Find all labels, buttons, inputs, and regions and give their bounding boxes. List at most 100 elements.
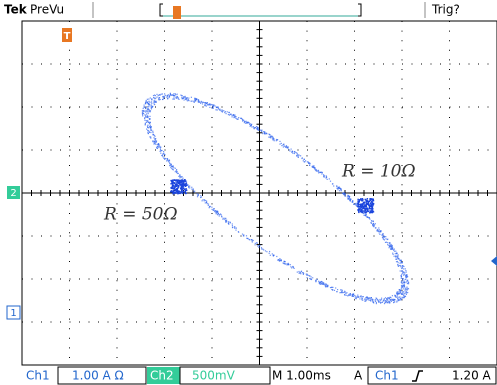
trace-dot [319,282,320,283]
trace-dot [180,95,181,96]
trace-dot [371,201,373,203]
trace-dot [395,256,396,257]
trace-dot [150,132,151,133]
trace-dot [400,265,401,266]
trace-dot [375,301,376,302]
trace-dot [384,298,385,299]
trace-dot [203,102,204,103]
trace-dot [154,143,155,144]
trace-dot [156,140,157,141]
trace-dot [384,239,385,240]
trace-dot [306,275,307,276]
trace-dot [312,277,313,278]
trace-dot [344,291,345,292]
trace-dot [152,132,153,133]
trace-dot [368,204,370,206]
trace-dot [150,97,151,98]
trace-dot [170,191,172,193]
trace-dot [204,200,205,201]
trace-dot [407,288,408,289]
trace-dot [281,145,282,146]
trace-dot [278,259,279,260]
trace-dot [286,146,287,147]
trace-dot [317,170,318,171]
trace-dot [154,104,155,105]
trace-dot [167,98,168,99]
trace-dot [280,260,281,261]
trace-dot [338,187,339,188]
trace-dot [183,186,185,188]
trace-dot [217,211,218,212]
trace-dot [223,110,224,111]
trace-dot [381,235,382,236]
trace-dot [350,295,351,296]
trace-dot [148,121,149,122]
trace-dot [175,93,176,94]
trace-dot [366,298,367,299]
trace-dot [360,199,362,201]
trace-dot [365,199,367,201]
trace-dot [172,99,173,100]
trace-dot [254,128,255,129]
trace-dot [159,97,160,98]
trace-dot [287,147,288,148]
trace-dot [279,144,280,145]
trace-dot [179,174,180,175]
trace-dot [228,224,229,225]
trace-dot [379,301,380,302]
trace-dot [357,199,359,201]
trace-dot [309,278,310,279]
trace-dot [153,97,154,98]
trace-dot [181,189,183,191]
trace-dot [401,282,402,283]
trace-dot [146,120,147,121]
trigger-status: Trig? [431,3,460,17]
trace-dot [156,148,157,149]
trace-dot [160,150,161,151]
trace-dot [200,102,201,103]
trace-dot [396,297,397,298]
trace-dot [400,292,401,293]
trace-dot [364,215,365,216]
trace-dot [178,173,179,174]
trigger-marker-label: T [64,31,71,42]
trace-dot [221,109,222,110]
trace-dot [180,185,182,187]
trace-dot [258,247,259,248]
trace-dot [403,291,404,292]
trace-dot [185,96,186,97]
trace-dot [368,208,370,210]
trace-dot [387,242,388,243]
trace-dot [363,210,365,212]
trace-dot [146,117,147,118]
trace-dot [406,287,407,288]
trace-dot [297,272,298,273]
trace-dot [385,238,386,239]
trace-dot [232,225,233,226]
trace-dot [206,105,207,106]
trace-dot [333,185,334,186]
trace-dot [174,96,175,97]
trace-dot [262,133,263,134]
trace-dot [206,103,207,104]
trace-dot [243,235,244,236]
trace-dot [405,276,406,277]
trace-dot [150,129,151,130]
trace-dot [261,248,262,249]
trigger-level: 1.20 A [452,369,492,383]
trace-dot [155,95,156,96]
trace-dot [356,203,357,204]
trace-dot [381,298,382,299]
trace-dot [234,226,235,227]
trace-dot [321,173,322,174]
trace-dot [324,284,325,285]
trace-dot [353,296,354,297]
trace-dot [387,239,388,240]
trace-dot [392,253,393,254]
trace-dot [171,164,172,165]
trace-dot [158,98,159,99]
trace-dot [236,228,237,229]
trace-dot [314,167,315,168]
trace-dot [289,150,290,151]
trace-dot [286,263,287,264]
